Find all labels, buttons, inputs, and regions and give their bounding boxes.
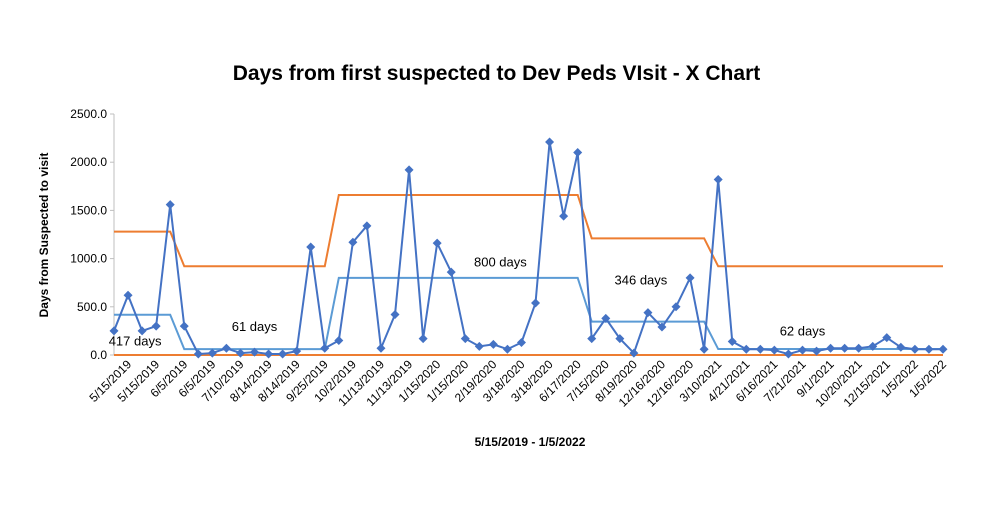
y-tick-label: 1000.0 (70, 252, 107, 266)
data-point (207, 348, 217, 358)
data-point (615, 334, 625, 344)
centerline-value-label: 62 days (780, 324, 826, 339)
data-point (910, 344, 920, 354)
data-point (165, 200, 175, 210)
data-point (390, 310, 400, 320)
data-point (502, 344, 512, 354)
data-point (685, 273, 695, 283)
data-point (755, 344, 765, 354)
x-axis-title: 5/15/2019 - 1/5/2022 (475, 435, 586, 449)
data-point (938, 344, 948, 354)
upper-control-limit-line (114, 193, 943, 268)
data-point (179, 321, 189, 331)
y-tick-label: 0.0 (90, 348, 107, 362)
data-point (657, 322, 667, 332)
data-point (123, 290, 133, 300)
y-tick-label: 500.0 (77, 300, 107, 314)
data-point (109, 326, 119, 336)
centerline-series (114, 276, 943, 351)
data-point (235, 348, 245, 358)
data-point (643, 308, 653, 318)
data-point (362, 221, 372, 231)
data-point (376, 343, 386, 353)
data-point (531, 298, 541, 308)
centerline-value-label: 417 days (109, 333, 162, 348)
data-point (812, 346, 822, 356)
data-point (264, 349, 274, 359)
data-point (727, 337, 737, 347)
y-tick-label: 2500.0 (70, 107, 107, 121)
data-point (292, 346, 302, 356)
centerline-value-label: 800 days (474, 254, 527, 269)
centerline-value-label: 346 days (615, 273, 668, 288)
data-point (671, 302, 681, 312)
annotations: 417 days 61 days 800 days 346 days 62 days (109, 254, 826, 348)
data-point (137, 326, 147, 336)
data-point (460, 334, 470, 344)
data-point (573, 148, 583, 158)
data-series (109, 137, 948, 359)
data-point (826, 343, 836, 353)
data-point (545, 137, 555, 147)
data-point (334, 336, 344, 346)
y-axis-title: Days from Suspected to visit (37, 153, 51, 318)
data-point (924, 344, 934, 354)
data-point (741, 344, 751, 354)
data-point (404, 165, 414, 175)
data-point (783, 349, 793, 359)
data-point (713, 175, 723, 185)
data-point (418, 334, 428, 344)
data-point (516, 337, 526, 347)
data-point (840, 343, 850, 353)
data-point (601, 313, 611, 323)
data-point (882, 333, 892, 343)
data-point (797, 345, 807, 355)
data-point (488, 339, 498, 349)
data-point (854, 343, 864, 353)
data-point (769, 345, 779, 355)
data-point (306, 242, 316, 252)
y-tick-label: 2000.0 (70, 155, 107, 169)
data-point (587, 334, 597, 344)
chart-title: Days from first suspected to Dev Peds VI… (232, 62, 761, 85)
y-tick-label: 1500.0 (70, 203, 107, 217)
data-point (278, 349, 288, 359)
data-point (474, 341, 484, 351)
data-point (446, 267, 456, 277)
data-point (221, 343, 231, 353)
data-point (151, 321, 161, 331)
data-point (320, 343, 330, 353)
data-point (348, 237, 358, 247)
data-point (896, 342, 906, 352)
data-point (559, 211, 569, 221)
data-point (193, 349, 203, 359)
data-point (432, 238, 442, 248)
data-point (868, 341, 878, 351)
data-point (699, 344, 709, 354)
data-point (629, 348, 639, 358)
data-point (250, 347, 260, 357)
centerline (114, 276, 943, 351)
centerline-value-label: 61 days (232, 319, 278, 334)
